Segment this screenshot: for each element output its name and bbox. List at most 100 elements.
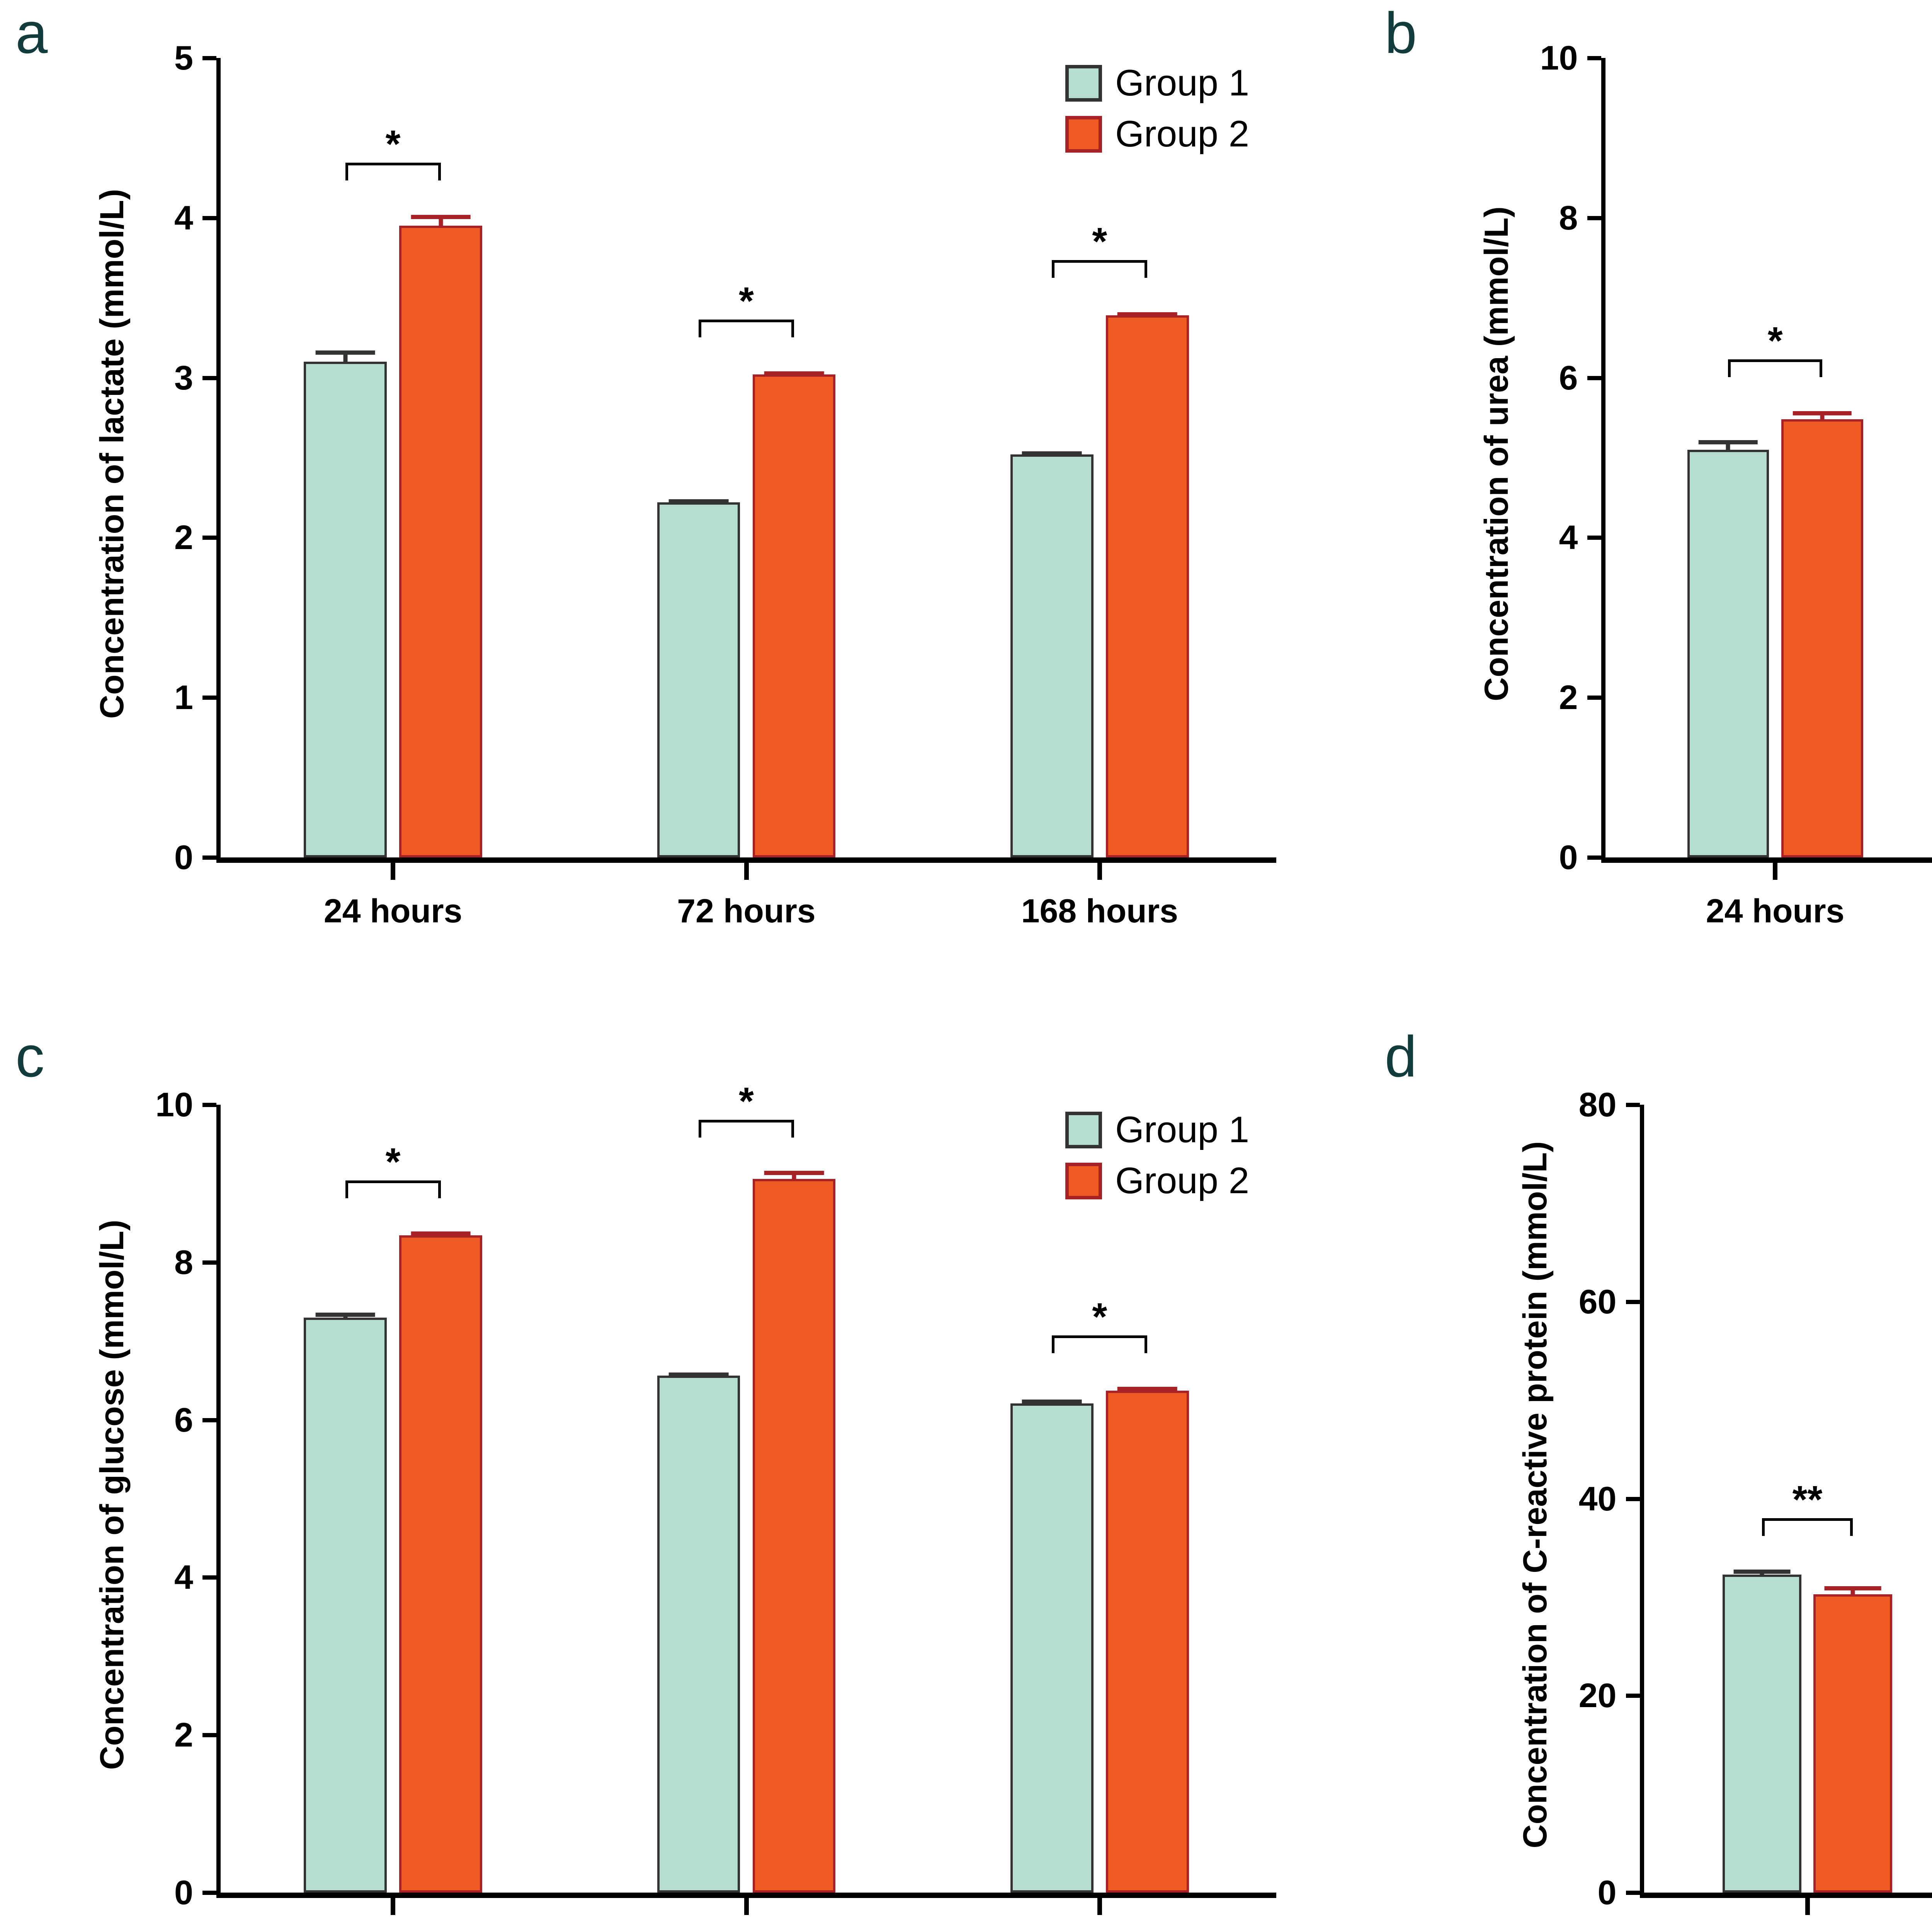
- y-axis-line: [1639, 1105, 1644, 1895]
- x-tick-label: 24 hours: [1706, 893, 1845, 930]
- error-bar: [399, 214, 482, 227]
- y-tick-label: 10: [1540, 39, 1578, 77]
- bracket-line: [699, 1119, 794, 1122]
- significance-marker: *: [739, 279, 754, 323]
- bracket-tick-left: [699, 1119, 702, 1138]
- bracket-line: [699, 319, 794, 322]
- error-bar-cap: [1824, 1586, 1881, 1591]
- y-tick-label: 5: [174, 39, 193, 77]
- legend-item-group-2[interactable]: Group 2: [1065, 113, 1249, 155]
- bar-group1: [1010, 454, 1094, 857]
- plot-area-c: 0 2 4 6 8 10 Concentration of glucose (mmol/L)…: [94, 1082, 1276, 1932]
- legend-item-group-1[interactable]: Group 1: [1065, 1109, 1249, 1151]
- error-bar-cap: [411, 1231, 471, 1236]
- y-tick: [1587, 536, 1601, 540]
- panel-letter-a: a: [15, 0, 48, 65]
- bracket-line: [1728, 359, 1822, 362]
- significance-bracket: *: [1052, 222, 1148, 278]
- y-tick: [202, 1891, 216, 1895]
- bracket-tick-left: [345, 1180, 348, 1198]
- legend-label: Group 1: [1115, 1109, 1249, 1150]
- legend-swatch-group2: [1065, 1162, 1102, 1199]
- error-bar-cap: [1117, 312, 1177, 316]
- bracket-tick-left: [1762, 1518, 1765, 1536]
- plot-area-a: 0 1 2 3 4 5 Concentration of lactate (mmol/L) 2…: [94, 39, 1276, 930]
- bar-group1: [304, 362, 387, 857]
- y-tick-label: 2: [174, 518, 193, 557]
- error-bar: [304, 350, 387, 362]
- y-tick-label: 4: [1559, 518, 1578, 557]
- error-bar-cap: [668, 1372, 729, 1377]
- y-axis-line: [1601, 58, 1605, 860]
- legend: Group 1 Group 2: [1065, 1109, 1249, 1211]
- error-bar-cap: [1022, 451, 1082, 456]
- x-tick-label: 168 hours: [1021, 1927, 1178, 1932]
- y-axis-line: [216, 58, 221, 860]
- significance-bracket: *: [1052, 1298, 1148, 1354]
- significance-bracket: *: [699, 1082, 794, 1138]
- bracket-line: [345, 1180, 441, 1183]
- error-bar-stem: [343, 350, 348, 362]
- y-tick: [202, 1418, 216, 1422]
- error-bar-cap: [668, 499, 729, 504]
- legend-swatch-group1: [1065, 65, 1102, 102]
- legend-item-group-2[interactable]: Group 2: [1065, 1160, 1249, 1202]
- bracket-tick-right: [791, 1119, 794, 1138]
- y-tick-label: 1: [174, 678, 193, 717]
- y-tick-label: 4: [174, 198, 193, 237]
- x-tick: [391, 1898, 396, 1915]
- y-tick: [202, 855, 216, 860]
- bar-group2: [1105, 315, 1189, 857]
- error-bar: [1723, 1570, 1801, 1575]
- x-tick-label: 168 hours: [1021, 893, 1178, 930]
- y-tick: [202, 1103, 216, 1107]
- bracket-tick-right: [1850, 1518, 1853, 1536]
- panel-d: d 0 20 40 60 80 Concentration of C-reactive pr…: [1369, 1024, 1932, 1932]
- y-tick: [202, 696, 216, 700]
- error-bar-cap: [764, 1171, 824, 1175]
- error-bar-cap: [1793, 411, 1852, 416]
- error-bar-stem: [1726, 440, 1730, 450]
- bracket-line: [1052, 1335, 1148, 1338]
- error-bar: [1813, 1586, 1892, 1595]
- y-tick: [202, 1733, 216, 1738]
- x-tick: [1097, 1898, 1102, 1915]
- bracket-tick-right: [1145, 1335, 1148, 1354]
- x-tick-label: 24 hours: [324, 1927, 462, 1932]
- y-tick-label: 20: [1578, 1676, 1617, 1715]
- error-bar: [753, 1171, 836, 1179]
- y-tick-label: 0: [1559, 838, 1578, 876]
- bar-group1: [1010, 1403, 1094, 1893]
- y-tick: [1626, 1299, 1640, 1304]
- x-tick: [1097, 863, 1102, 880]
- y-tick: [1587, 216, 1601, 220]
- x-axis-line: [1639, 1893, 1932, 1898]
- bracket-tick-right: [438, 1180, 441, 1198]
- y-tick: [202, 376, 216, 380]
- significance-marker: *: [385, 1140, 401, 1184]
- y-tick-label: 60: [1578, 1282, 1617, 1321]
- error-bar-cap: [411, 214, 471, 219]
- y-tick: [1626, 1103, 1640, 1107]
- x-tick: [1805, 1898, 1810, 1915]
- bracket-tick-right: [438, 163, 441, 181]
- y-tick-label: 8: [1559, 198, 1578, 237]
- y-tick-label: 80: [1578, 1085, 1617, 1124]
- x-tick: [391, 863, 396, 880]
- y-tick: [202, 1575, 216, 1580]
- panel-a: a 0 1 2 3 4 5 Concentration of lactate (mmol/L)…: [0, 0, 1369, 1024]
- error-bar-cap: [1022, 1399, 1082, 1404]
- error-bar-cap: [1117, 1386, 1177, 1391]
- x-tick-label: 72 hours: [677, 893, 816, 930]
- y-tick: [1587, 696, 1601, 700]
- legend-item-group-1[interactable]: Group 1: [1065, 62, 1249, 104]
- legend: Group 1 Group 2: [1065, 62, 1249, 164]
- y-axis-label: Concentration of glucose (mmol/L): [93, 1219, 131, 1770]
- legend-swatch-group1: [1065, 1111, 1102, 1148]
- significance-marker: *: [1092, 1295, 1107, 1339]
- legend-label: Group 2: [1115, 113, 1249, 155]
- error-bar-cap: [1699, 440, 1758, 444]
- bar-group2: [752, 374, 836, 857]
- y-tick-label: 10: [155, 1085, 193, 1124]
- error-bar: [657, 499, 740, 504]
